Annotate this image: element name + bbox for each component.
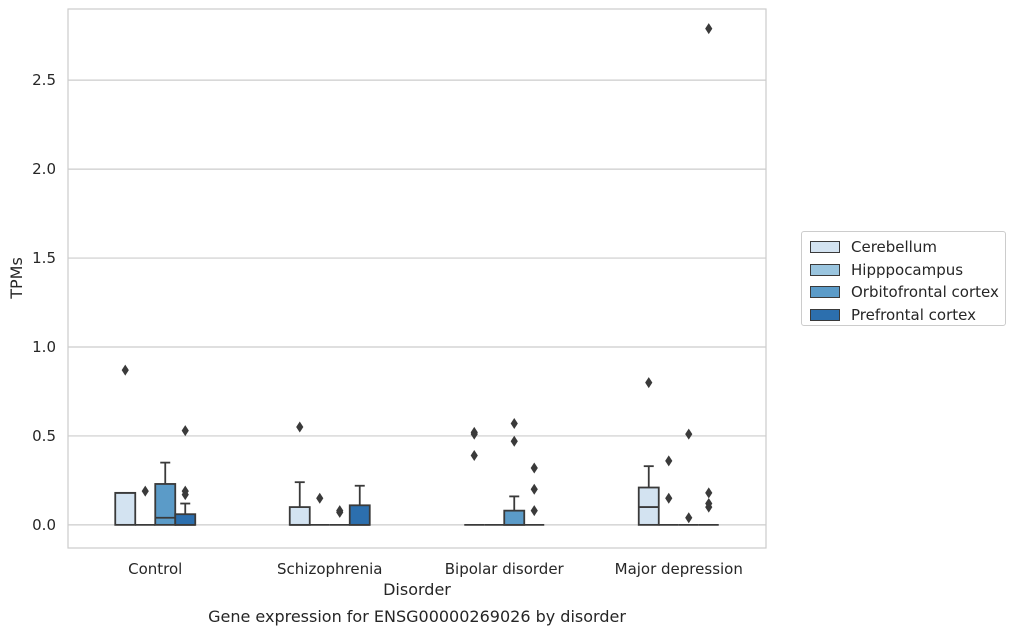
x-tick-label-schizophrenia: Schizophrenia — [277, 560, 382, 578]
outlier-point — [141, 485, 149, 497]
box-control-prefrontal-cortex — [174, 425, 197, 526]
outlier-point — [470, 449, 478, 461]
legend-swatch-cerebellum — [810, 241, 840, 254]
outlier-point — [296, 421, 304, 433]
legend-swatch-prefrontal-cortex — [810, 309, 840, 322]
box-bipolar-disorder-prefrontal-cortex — [524, 462, 545, 526]
outlier-point — [121, 364, 129, 376]
y-tick-label: 0.5 — [32, 427, 56, 445]
box-body — [174, 513, 197, 526]
outlier-point — [181, 425, 189, 437]
outlier-point — [510, 417, 518, 429]
outlier-point — [530, 483, 538, 495]
legend-item-cerebellum: Cerebellum — [810, 236, 1005, 259]
outlier-point — [645, 377, 653, 389]
outlier-point — [530, 505, 538, 517]
outlier-point — [470, 426, 478, 438]
legend-label-orbitofrontal-cortex: Orbitofrontal cortex — [851, 283, 999, 302]
box-bipolar-disorder-cerebellum — [464, 426, 485, 526]
outlier-point — [181, 485, 189, 497]
box-bipolar-disorder-orbitofrontal-cortex — [503, 417, 526, 526]
y-tick-label: 2.5 — [32, 71, 56, 89]
y-tick-label: 1.5 — [32, 249, 56, 267]
outlier-point — [685, 512, 693, 524]
legend-label-prefrontal-cortex: Prefrontal cortex — [851, 306, 976, 325]
legend-label-cerebellum: Cerebellum — [851, 238, 937, 257]
y-axis-label: TPMs — [7, 257, 26, 300]
outlier-point — [705, 23, 713, 35]
box-control-cerebellum — [114, 364, 137, 526]
outlier-point — [665, 455, 673, 467]
box-schizophrenia-hipppocampus — [309, 492, 330, 526]
box-body — [288, 506, 311, 526]
plot-area — [67, 8, 767, 549]
box-schizophrenia-cerebellum — [288, 421, 311, 526]
outlier-point — [316, 492, 324, 504]
outlier-point — [336, 505, 344, 517]
legend-item-orbitofrontal-cortex: Orbitofrontal cortex — [810, 281, 1005, 304]
box-schizophrenia-prefrontal-cortex — [348, 484, 371, 526]
legend-item-prefrontal-cortex: Prefrontal cortex — [810, 304, 1005, 327]
x-tick-label-bipolar-disorder: Bipolar disorder — [445, 560, 565, 578]
x-tick-labels: Control Schizophrenia Bipolar disorder Majo… — [128, 560, 743, 578]
box-body — [114, 491, 137, 526]
y-tick-labels: 0.0 0.5 1.0 1.5 2.0 2.5 — [32, 71, 56, 534]
legend-swatch-hippocampus — [810, 263, 840, 276]
box-body — [348, 504, 371, 526]
box-major-depression-orbitofrontal-cortex — [678, 428, 699, 526]
x-tick-label-control: Control — [128, 560, 182, 578]
box-layer — [114, 23, 719, 526]
legend-label-hippocampus: Hipppocampus — [851, 260, 964, 279]
y-tick-label: 0.0 — [32, 516, 56, 534]
box-major-depression-prefrontal-cortex — [698, 23, 719, 526]
outlier-point — [705, 487, 713, 499]
box-control-hipppocampus — [135, 485, 156, 526]
x-tick-label-major-depression: Major depression — [615, 560, 743, 578]
legend: Cerebellum Hipppocampus Orbitofrontal co… — [801, 231, 1006, 326]
outlier-point — [685, 428, 693, 440]
legend-swatch-orbitofrontal-cortex — [810, 286, 840, 299]
chart-caption: Gene expression for ENSG00000269026 by d… — [208, 607, 626, 626]
y-tick-label: 1.0 — [32, 338, 56, 356]
outlier-point — [665, 492, 673, 504]
box-major-depression-cerebellum — [637, 377, 660, 526]
x-axis-label: Disorder — [383, 580, 451, 599]
box-schizophrenia-orbitofrontal-cortex — [329, 505, 350, 526]
outlier-point — [530, 462, 538, 474]
box-body — [503, 509, 526, 526]
y-tick-label: 2.0 — [32, 160, 56, 178]
legend-item-hippocampus: Hipppocampus — [810, 259, 1005, 282]
box-control-orbitofrontal-cortex — [154, 461, 177, 526]
box-major-depression-hipppocampus — [658, 455, 679, 526]
outlier-point — [510, 435, 518, 447]
box-body — [154, 483, 177, 526]
outlier-point — [705, 498, 713, 510]
